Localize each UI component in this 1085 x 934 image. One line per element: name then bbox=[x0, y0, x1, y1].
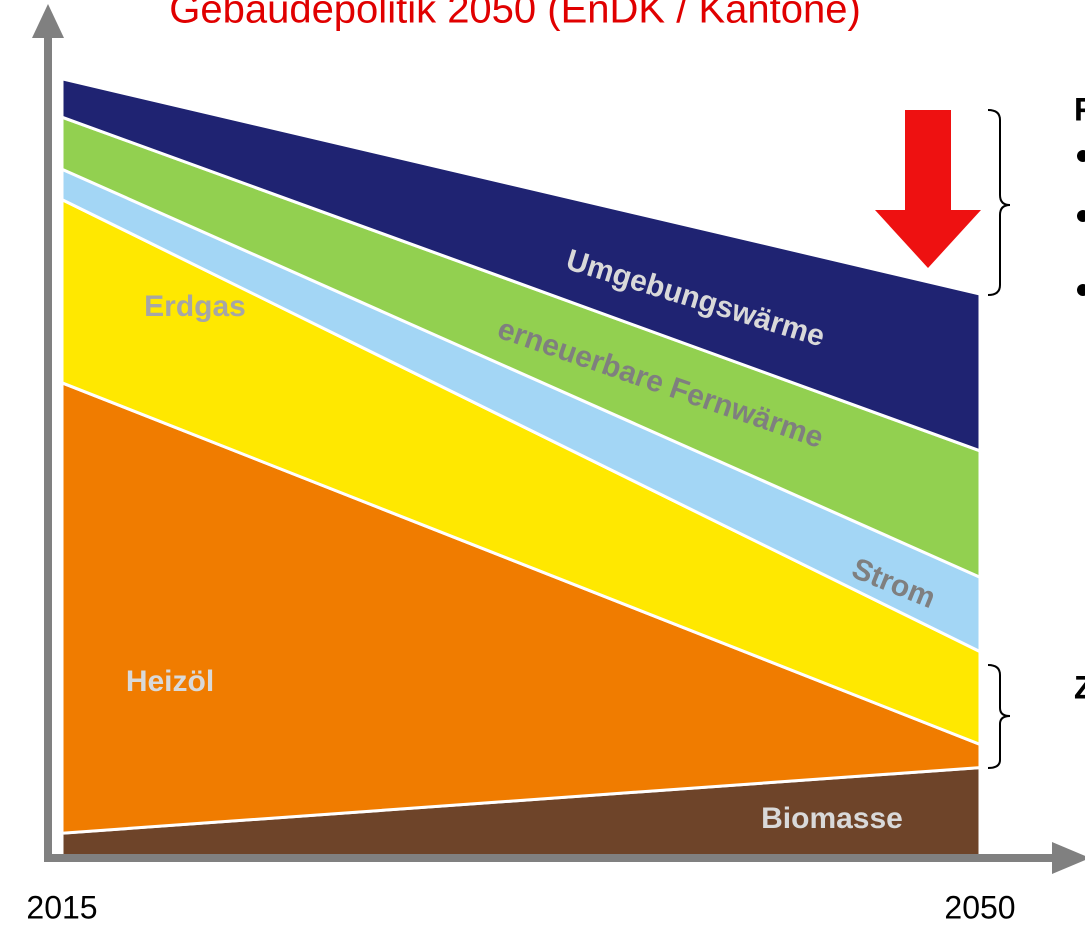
area bbox=[60, 76, 982, 453]
bullet bbox=[1077, 284, 1085, 296]
side-text: F bbox=[1074, 91, 1085, 127]
chart-title: Gebäudepolitik 2050 (EnDK / Kantone) bbox=[169, 0, 861, 32]
arrow-head bbox=[875, 210, 981, 268]
x-tick-label: 2050 bbox=[944, 889, 1015, 925]
bracket bbox=[987, 664, 1011, 769]
y-axis-arrow bbox=[32, 4, 64, 38]
side-text: Z bbox=[1074, 669, 1085, 705]
x-axis-arrow bbox=[1052, 842, 1085, 874]
bracket bbox=[987, 109, 1011, 296]
series-label: Biomasse bbox=[761, 802, 903, 835]
areas bbox=[60, 76, 982, 860]
red-arrow bbox=[875, 110, 981, 268]
series-label: Heizöl bbox=[126, 665, 214, 698]
x-tick-label: 2015 bbox=[26, 889, 97, 925]
arrow-shaft bbox=[905, 110, 951, 212]
bullet bbox=[1077, 150, 1085, 162]
series-label: Erdgas bbox=[144, 290, 246, 323]
bullet bbox=[1077, 210, 1085, 222]
